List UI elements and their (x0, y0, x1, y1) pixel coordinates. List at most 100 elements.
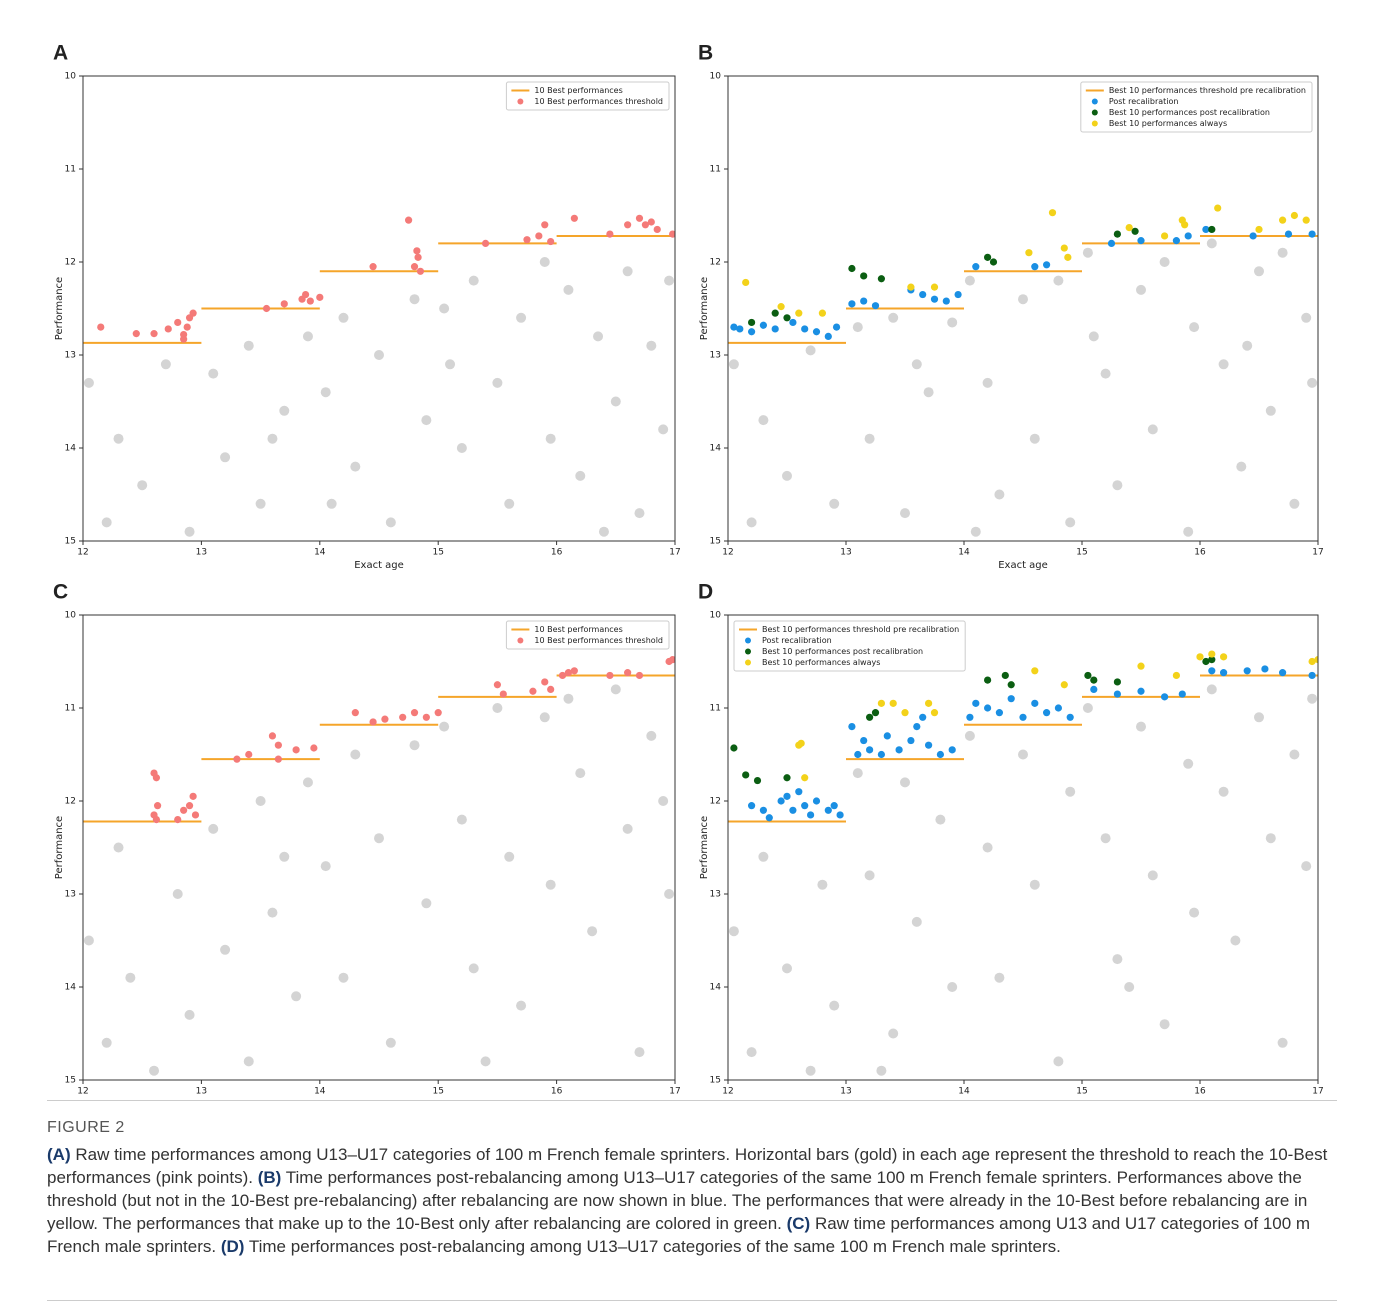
point (746, 1047, 757, 1058)
point (864, 870, 875, 881)
point (456, 443, 467, 453)
legend-label: Post recalibration (762, 636, 832, 645)
point (291, 991, 302, 1002)
point (243, 340, 254, 351)
x-tick-label: 12 (722, 1087, 733, 1097)
point (1065, 517, 1076, 528)
point (1206, 684, 1217, 695)
point (1054, 704, 1062, 712)
point (1019, 713, 1027, 721)
point (789, 806, 797, 814)
point (1208, 225, 1216, 234)
point (593, 331, 604, 342)
point (350, 749, 361, 760)
point (1255, 225, 1263, 234)
point (871, 709, 880, 717)
panel-label: C (53, 581, 68, 604)
point (972, 699, 980, 707)
point (220, 452, 231, 463)
point (125, 972, 136, 983)
point (984, 676, 992, 684)
point (1208, 667, 1216, 675)
legend-label: Best 10 performances always (1109, 119, 1227, 128)
point (1265, 405, 1276, 416)
point (948, 746, 956, 754)
point (262, 304, 271, 313)
point (547, 237, 555, 246)
point (338, 972, 349, 983)
point (913, 723, 921, 731)
point (635, 671, 644, 680)
point (492, 703, 503, 713)
point (1208, 650, 1216, 658)
point (911, 916, 922, 927)
point (982, 842, 993, 853)
point (1082, 703, 1093, 713)
point (1218, 359, 1229, 370)
y-tick-label: 14 (65, 983, 77, 993)
legend-swatch (745, 659, 751, 666)
point (292, 746, 300, 754)
x-tick-label: 14 (314, 1087, 326, 1097)
point (320, 387, 331, 398)
point (1290, 211, 1298, 220)
point (801, 802, 809, 810)
point (385, 1037, 396, 1048)
legend-swatch (517, 98, 524, 105)
point (374, 833, 384, 844)
point (1202, 657, 1210, 666)
y-tick-label: 11 (65, 165, 76, 175)
point (564, 669, 573, 677)
x-tick-label: 15 (1076, 548, 1087, 558)
point (883, 732, 891, 740)
point (1112, 954, 1123, 965)
point (829, 498, 840, 509)
point (1007, 681, 1015, 689)
point (919, 713, 927, 721)
x-tick-label: 16 (1194, 548, 1206, 558)
point (783, 792, 791, 800)
point (812, 328, 821, 336)
y-tick-label: 13 (65, 890, 76, 900)
point (1277, 247, 1288, 258)
point (895, 746, 903, 754)
legend-label: Best 10 performances threshold pre recal… (1109, 86, 1306, 95)
point (274, 741, 282, 749)
point (1082, 247, 1093, 258)
legend: Best 10 performances threshold pre recal… (1080, 81, 1313, 133)
point (350, 461, 361, 472)
point (493, 681, 501, 689)
point (866, 713, 874, 721)
point (641, 221, 650, 229)
point (854, 750, 862, 759)
y-tick-label: 15 (65, 537, 76, 547)
point (984, 704, 992, 712)
point (1308, 657, 1316, 666)
point (1254, 712, 1264, 723)
point (351, 709, 359, 717)
point (113, 433, 124, 444)
point (541, 221, 549, 229)
plot-frame (82, 75, 676, 542)
point (1025, 249, 1033, 257)
point (1289, 498, 1300, 509)
point (824, 332, 832, 340)
y-tick-label: 12 (710, 258, 721, 268)
point (1031, 699, 1039, 707)
point (439, 303, 450, 314)
x-tick-label: 17 (669, 548, 680, 558)
point (301, 290, 310, 299)
caption: FIGURE 2 (A) Raw time performances among… (47, 1116, 1337, 1258)
point (748, 802, 756, 810)
point (274, 755, 282, 763)
plot-area (83, 214, 675, 537)
point (174, 318, 182, 327)
point (153, 802, 162, 810)
point (753, 776, 762, 785)
legend-label: 10 Best performances threshold (534, 97, 663, 106)
point (174, 816, 182, 824)
point (807, 811, 815, 819)
point (180, 806, 188, 814)
